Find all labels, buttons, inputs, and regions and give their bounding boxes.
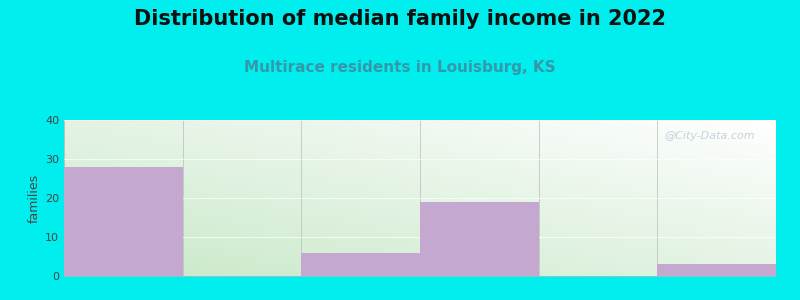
Text: Distribution of median family income in 2022: Distribution of median family income in … xyxy=(134,9,666,29)
Y-axis label: families: families xyxy=(28,173,41,223)
Text: Multirace residents in Louisburg, KS: Multirace residents in Louisburg, KS xyxy=(244,60,556,75)
Bar xyxy=(64,167,182,276)
Text: @City-Data.com: @City-Data.com xyxy=(664,131,754,141)
Bar xyxy=(302,253,420,276)
Bar xyxy=(658,264,776,276)
Bar xyxy=(420,202,538,276)
